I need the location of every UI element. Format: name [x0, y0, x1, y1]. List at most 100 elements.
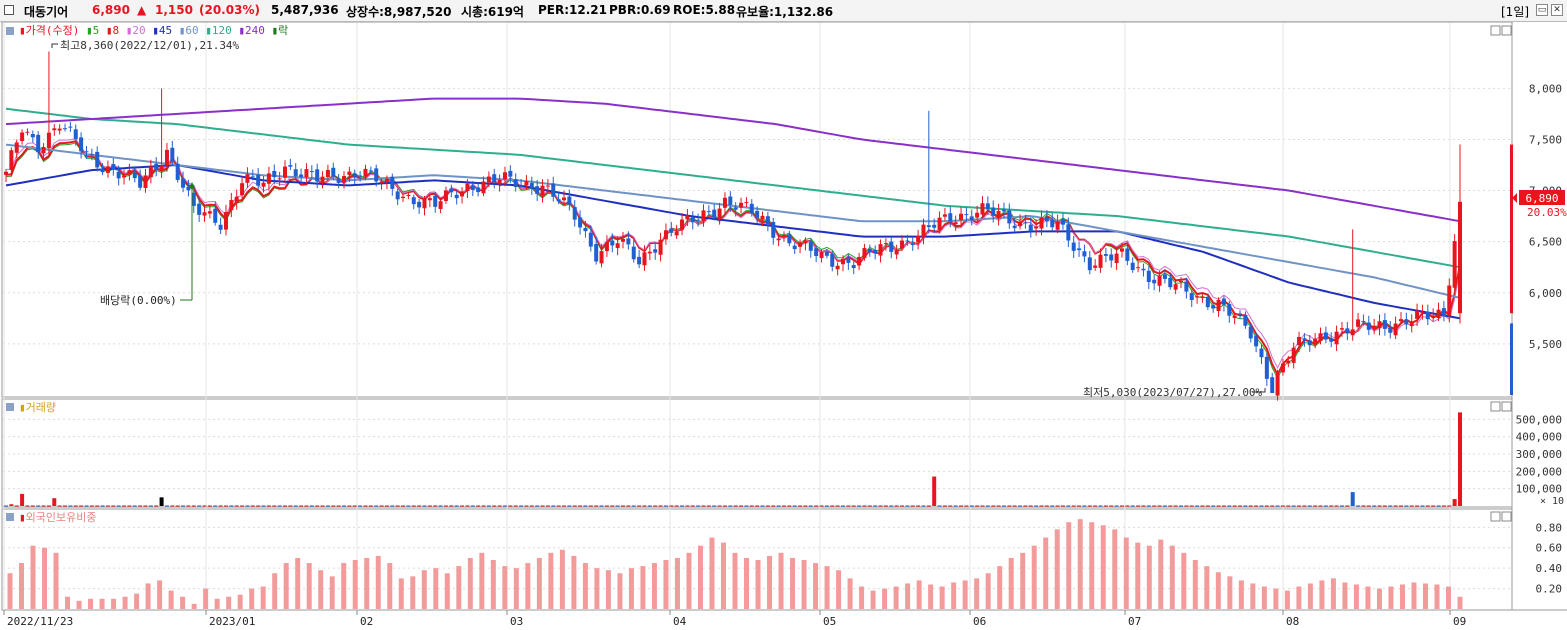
- volume-bar: [433, 505, 438, 507]
- volume-bar: [1227, 505, 1232, 507]
- candle-body: [261, 182, 266, 187]
- minimize-icon[interactable]: ▭: [1536, 4, 1548, 16]
- candle-body: [1136, 267, 1141, 269]
- legend-ma5-marker: ▮: [86, 24, 93, 37]
- candle-body: [830, 253, 835, 267]
- volume-bar: [470, 505, 475, 507]
- candle-body: [969, 216, 974, 221]
- volume-bar: [1152, 505, 1157, 507]
- ma-line-240: [5, 97, 1461, 223]
- volume-bar: [1318, 505, 1323, 507]
- candle-body: [1146, 270, 1151, 282]
- candle-body: [846, 258, 851, 263]
- period-selector[interactable]: [1일]: [1501, 5, 1530, 19]
- price-panel-close-icon[interactable]: [1501, 25, 1512, 36]
- volume-bar: [846, 505, 851, 507]
- foreign-ratio-bar: [433, 568, 439, 609]
- candle-body: [127, 170, 132, 175]
- x-tick-label: 04: [673, 615, 687, 628]
- volume-bar: [502, 505, 507, 507]
- volume-bar: [277, 505, 282, 507]
- candle-body: [744, 202, 749, 204]
- candle-body: [803, 240, 808, 244]
- foreign-ratio-bar: [444, 573, 450, 609]
- foreign-ratio-bar: [916, 580, 922, 609]
- candle-body: [1345, 328, 1350, 334]
- foreign-panel-icon[interactable]: [6, 513, 14, 521]
- candle-body: [862, 248, 867, 259]
- stock-chart[interactable]: 8,0007,5007,0006,5006,0005,500500,000400…: [0, 22, 1567, 630]
- candle-body: [143, 175, 148, 188]
- volume-bar: [733, 505, 738, 507]
- volume-bar: [347, 505, 352, 507]
- volume-bar: [776, 505, 781, 507]
- volume-bar: [1184, 505, 1189, 507]
- candle-body: [138, 175, 143, 188]
- volume-bar: [819, 505, 824, 507]
- foreign-ratio-bar: [525, 563, 531, 609]
- candle-body: [626, 238, 631, 245]
- volume-bar: [465, 505, 470, 507]
- volume-panel-minimize-icon[interactable]: [1490, 401, 1501, 412]
- candle-body: [1082, 251, 1087, 257]
- foreign-ratio-bar: [1388, 586, 1394, 609]
- candle-body: [1168, 277, 1173, 288]
- volume-bar: [406, 505, 411, 507]
- foreign-legend-marker: ▮: [19, 511, 26, 524]
- candle-body: [293, 169, 298, 177]
- foreign-ratio-bar: [1227, 576, 1233, 609]
- candle-body: [1393, 323, 1398, 336]
- foreign-panel-close-icon[interactable]: [1501, 511, 1512, 522]
- candle-body: [894, 250, 899, 255]
- volume-bar: [186, 505, 191, 507]
- volume-bar: [1366, 505, 1371, 507]
- candle-body: [1034, 226, 1039, 229]
- candle-body: [647, 251, 652, 254]
- volume-tick-label: 300,000: [1516, 448, 1562, 461]
- volume-bar: [73, 505, 78, 507]
- window-menu-icon[interactable]: [4, 5, 14, 15]
- volume-bar: [299, 505, 304, 507]
- candle-body: [932, 224, 937, 228]
- volume-bar: [293, 505, 298, 507]
- volume-bar: [722, 505, 727, 507]
- volume-bar: [1055, 505, 1060, 507]
- candle-body: [1007, 210, 1012, 224]
- candle-body: [240, 183, 245, 196]
- foreign-panel-minimize-icon[interactable]: [1490, 511, 1501, 522]
- volume-bar: [52, 498, 57, 506]
- foreign-ratio-bar: [1192, 559, 1198, 609]
- volume-bar: [921, 505, 926, 507]
- volume-bar: [1077, 505, 1082, 507]
- volume-bar: [749, 505, 754, 507]
- volume-bar: [556, 505, 561, 507]
- price-panel-icon[interactable]: [6, 27, 14, 35]
- close-icon[interactable]: ✕: [1551, 4, 1563, 16]
- foreign-ratio-bar: [536, 557, 542, 609]
- candle-body: [1280, 363, 1285, 373]
- volume-panel[interactable]: [1, 398, 1513, 508]
- foreign-ratio-bar: [1284, 590, 1290, 609]
- volume-bar: [980, 505, 985, 507]
- candle-body: [202, 212, 207, 216]
- candle-body: [384, 178, 389, 183]
- candle-body: [696, 219, 701, 221]
- price-tick-label: 7,500: [1529, 133, 1562, 146]
- volume-panel-icon[interactable]: [6, 403, 14, 411]
- foreign-ratio-bar: [732, 552, 738, 609]
- volume-tick-label: 500,000: [1516, 413, 1562, 426]
- foreign-ratio-bar: [122, 596, 128, 609]
- volume-bar: [481, 505, 486, 507]
- candle-body: [867, 249, 872, 253]
- volume-value: 5,487,936: [271, 3, 339, 17]
- volume-bar: [588, 505, 593, 507]
- volume-bar: [883, 505, 888, 507]
- candle-body: [567, 196, 572, 205]
- foreign-ratio-bar: [801, 559, 807, 609]
- volume-bar: [781, 505, 786, 507]
- volume-bar: [857, 505, 862, 507]
- foreign-ratio-bar: [283, 563, 289, 609]
- x-tick-label: 06: [973, 615, 986, 628]
- price-panel-minimize-icon[interactable]: [1490, 25, 1501, 36]
- volume-panel-close-icon[interactable]: [1501, 401, 1512, 412]
